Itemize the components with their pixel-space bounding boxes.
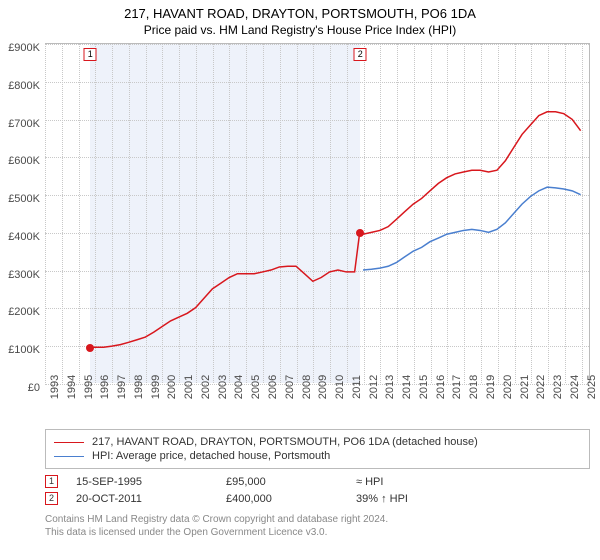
chart-container: 217, HAVANT ROAD, DRAYTON, PORTSMOUTH, P… [0, 0, 600, 560]
price-marker-label: 2 [354, 48, 367, 61]
legend-label: HPI: Average price, detached house, Port… [92, 450, 330, 462]
footer-line: This data is licensed under the Open Gov… [45, 526, 590, 539]
plot-area: 12 [45, 43, 590, 383]
price-marker-label: 1 [84, 48, 97, 61]
y-tick-label: £800K [8, 80, 40, 92]
y-tick-label: £200K [8, 306, 40, 318]
chart-subtitle: Price paid vs. HM Land Registry's House … [0, 23, 600, 37]
legend: 217, HAVANT ROAD, DRAYTON, PORTSMOUTH, P… [45, 429, 590, 469]
transactions-table: 1 15-SEP-1995£95,000≈ HPI 2 20-OCT-2011£400… [45, 475, 590, 505]
transaction-price: £400,000 [226, 493, 356, 505]
legend-swatch [54, 442, 84, 443]
transaction-date: 20-OCT-2011 [76, 493, 226, 505]
transaction-price: £95,000 [226, 476, 356, 488]
transaction-marker: 2 [45, 492, 58, 505]
y-tick-label: £500K [8, 193, 40, 205]
y-axis-labels: £0£100K£200K£300K£400K£500K£600K£700K£80… [0, 48, 44, 388]
transaction-row: 1 15-SEP-1995£95,000≈ HPI [45, 475, 590, 488]
title-block: 217, HAVANT ROAD, DRAYTON, PORTSMOUTH, P… [0, 0, 600, 37]
legend-row: 217, HAVANT ROAD, DRAYTON, PORTSMOUTH, P… [54, 436, 581, 448]
footer-line: Contains HM Land Registry data © Crown c… [45, 513, 590, 526]
series-line-hpi [363, 187, 581, 270]
y-tick-label: £600K [8, 155, 40, 167]
chart-title: 217, HAVANT ROAD, DRAYTON, PORTSMOUTH, P… [0, 6, 600, 21]
price-marker-dot [356, 229, 364, 237]
transaction-marker: 1 [45, 475, 58, 488]
x-axis-labels: 1993199419951996199719981999200020012002… [45, 383, 590, 425]
series-line-property [90, 112, 580, 347]
transaction-hpi: ≈ HPI [356, 476, 383, 488]
y-tick-label: £700K [8, 118, 40, 130]
y-tick-label: £300K [8, 269, 40, 281]
legend-swatch [54, 456, 84, 457]
transaction-date: 15-SEP-1995 [76, 476, 226, 488]
footer-attribution: Contains HM Land Registry data © Crown c… [45, 513, 590, 539]
line-layer [45, 44, 589, 383]
y-tick-label: £400K [8, 231, 40, 243]
price-marker-dot [86, 344, 94, 352]
transaction-hpi: 39% ↑ HPI [356, 493, 408, 505]
legend-label: 217, HAVANT ROAD, DRAYTON, PORTSMOUTH, P… [92, 436, 478, 448]
legend-row: HPI: Average price, detached house, Port… [54, 450, 581, 462]
y-tick-label: £900K [8, 42, 40, 54]
y-tick-label: £0 [28, 382, 40, 394]
y-tick-label: £100K [8, 344, 40, 356]
transaction-row: 2 20-OCT-2011£400,00039% ↑ HPI [45, 492, 590, 505]
